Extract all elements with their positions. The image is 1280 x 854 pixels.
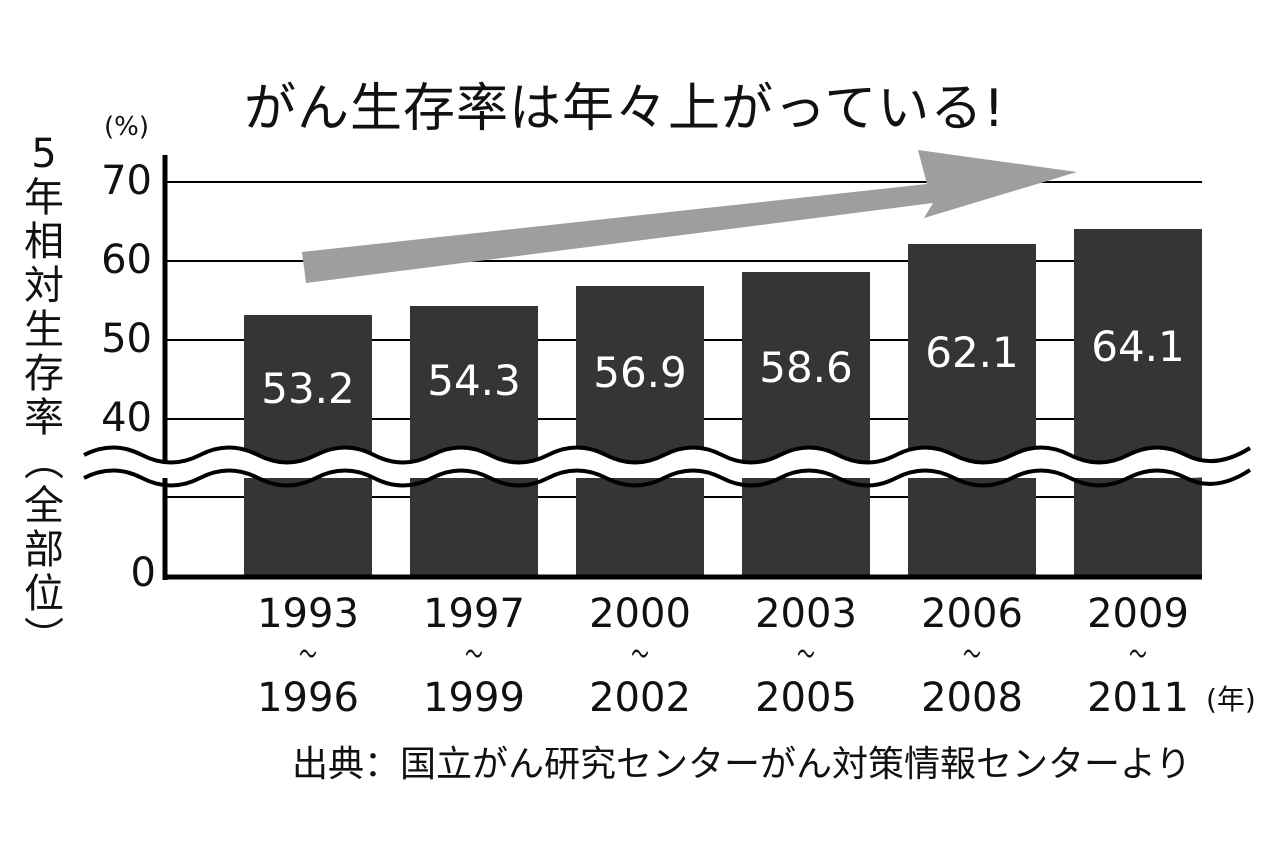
x-tick-label: 2009 〜 2011	[1068, 592, 1208, 720]
axis-break-icon	[83, 445, 1252, 488]
y-label-char: 位	[24, 571, 64, 617]
y-label-char: 率	[24, 395, 64, 441]
x-tick-label: 1997 〜 1999	[404, 592, 544, 720]
y-unit-label: (%)	[104, 112, 149, 142]
x-tick-sep: 〜	[299, 638, 317, 673]
bars	[244, 229, 1202, 577]
bar-value-label: 58.6	[759, 343, 853, 392]
y-tick-60: 60	[101, 237, 152, 283]
bar-value-label: 64.1	[1091, 322, 1185, 371]
bar-2000-2002	[576, 286, 704, 577]
x-tick-label: 2006 〜 2008	[902, 592, 1042, 720]
bar-2009-2011	[1074, 229, 1202, 577]
y-label-char: 生	[24, 307, 64, 353]
y-label-char: 対	[24, 263, 64, 309]
x-tick-from: 2009	[1087, 591, 1189, 637]
y-axis-label: 5 年 相 対 生 存 率 ︵ 全 部 位 ︶	[18, 132, 70, 660]
trend-arrow-icon	[302, 150, 1077, 283]
x-tick-sep: 〜	[797, 638, 815, 673]
y-label-char: 存	[24, 351, 64, 397]
x-tick-sep: 〜	[1129, 638, 1147, 673]
bar-value-label: 53.2	[261, 364, 355, 413]
x-tick-from: 2006	[921, 591, 1023, 637]
bar-2003-2005	[742, 272, 870, 577]
x-tick-label: 2003 〜 2005	[736, 592, 876, 720]
y-label-char: ︶	[24, 615, 64, 661]
bar-2006-2008	[908, 244, 1036, 577]
x-tick-sep: 〜	[465, 638, 483, 673]
y-label-char: 年	[24, 175, 64, 221]
x-tick-to: 2008	[921, 675, 1023, 721]
bar-value-label: 62.1	[925, 328, 1019, 377]
bar-value-label: 54.3	[427, 356, 521, 405]
source-note: 出典：国立がん研究センターがん対策情報センターより	[292, 744, 1192, 785]
y-label-char: 相	[24, 219, 64, 265]
x-tick-to: 2002	[589, 675, 691, 721]
x-tick-from: 2003	[755, 591, 857, 637]
x-tick-to: 2005	[755, 675, 857, 721]
y-label-char: 部	[24, 527, 64, 573]
y-label-char: 全	[24, 483, 64, 529]
y-tick-40: 40	[101, 395, 152, 441]
x-tick-label: 2000 〜 2002	[570, 592, 710, 720]
bar-1997-1999	[410, 306, 538, 577]
bar-value-label: 56.9	[593, 348, 687, 397]
x-tick-to: 1999	[423, 675, 525, 721]
y-label-char: ︵	[24, 439, 64, 485]
x-unit-label: (年)	[1206, 683, 1256, 716]
y-tick-0: 0	[130, 550, 156, 596]
x-tick-from: 1997	[423, 591, 525, 637]
x-tick-from: 1993	[257, 591, 359, 637]
x-tick-sep: 〜	[631, 638, 649, 673]
bar-1993-1996	[244, 315, 372, 577]
y-label-char: 5	[31, 131, 57, 177]
y-tick-70: 70	[101, 158, 152, 204]
x-tick-to: 1996	[257, 675, 359, 721]
x-tick-to: 2011	[1087, 675, 1189, 721]
chart-title: がん生存率は年々上がっている!	[244, 79, 1006, 139]
y-tick-50: 50	[101, 316, 152, 362]
x-tick-sep: 〜	[963, 638, 981, 673]
x-tick-label: 1993 〜 1996	[238, 592, 378, 720]
x-tick-from: 2000	[589, 591, 691, 637]
